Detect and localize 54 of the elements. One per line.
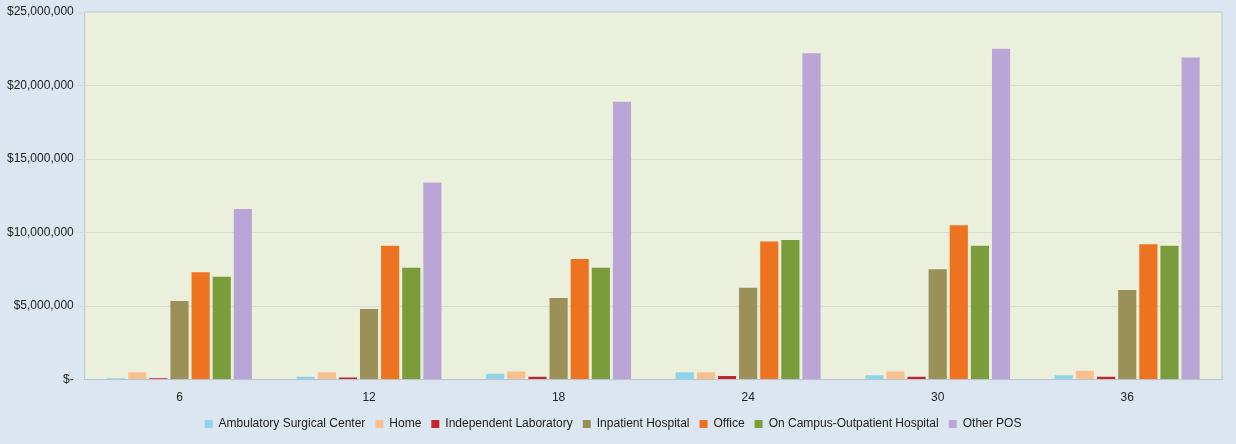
bar bbox=[886, 371, 905, 380]
x-tick-label: 6 bbox=[176, 390, 184, 405]
x-tick-label: 36 bbox=[1120, 390, 1135, 405]
legend-label: Home bbox=[389, 416, 422, 431]
bar bbox=[381, 245, 400, 380]
legend-label: Office bbox=[713, 416, 745, 431]
bar bbox=[781, 239, 800, 380]
bar bbox=[802, 53, 821, 380]
y-tick-label: $10,000,000 bbox=[7, 224, 75, 239]
bar bbox=[949, 225, 968, 380]
bar bbox=[1054, 375, 1073, 380]
bar bbox=[170, 300, 189, 380]
bar bbox=[191, 272, 210, 380]
legend-label: On Campus-Outpatient Hospital bbox=[768, 416, 939, 431]
bar bbox=[970, 245, 990, 380]
bar bbox=[591, 267, 610, 380]
bar bbox=[423, 182, 442, 380]
bar bbox=[760, 241, 779, 380]
bar bbox=[233, 209, 252, 380]
bar bbox=[865, 375, 884, 380]
x-tick-label: 30 bbox=[931, 390, 945, 405]
bar bbox=[928, 269, 947, 380]
x-tick-label: 12 bbox=[362, 390, 377, 405]
bar bbox=[612, 101, 632, 380]
bar bbox=[212, 276, 231, 380]
y-tick-label: $15,000,000 bbox=[7, 151, 75, 166]
bar bbox=[128, 372, 147, 380]
bar bbox=[317, 372, 336, 380]
bar bbox=[1181, 57, 1200, 380]
bar bbox=[1139, 244, 1158, 380]
bar bbox=[1118, 289, 1137, 380]
y-tick-label: $25,000,000 bbox=[7, 4, 75, 19]
bar bbox=[675, 372, 694, 380]
bar bbox=[1160, 245, 1179, 380]
x-tick-label: 18 bbox=[551, 390, 566, 405]
bar bbox=[717, 375, 737, 380]
bar bbox=[549, 297, 568, 380]
legend-label: Inpatient Hospital bbox=[596, 416, 690, 431]
y-tick-label: $- bbox=[63, 371, 74, 386]
bar bbox=[696, 372, 715, 380]
bar bbox=[570, 259, 589, 380]
x-tick-label: 24 bbox=[741, 390, 756, 405]
y-tick-label: $5,000,000 bbox=[13, 298, 75, 313]
y-tick-label: $20,000,000 bbox=[7, 77, 75, 92]
legend-label: Ambulatory Surgical Center bbox=[218, 416, 366, 431]
bar bbox=[991, 48, 1011, 380]
legend-label: Independent Laboratory bbox=[445, 416, 573, 431]
bar bbox=[486, 373, 505, 380]
bar bbox=[507, 371, 526, 380]
legend-label: Other POS bbox=[962, 416, 1022, 431]
bar bbox=[402, 267, 421, 380]
bar bbox=[1075, 370, 1095, 380]
bar bbox=[359, 309, 379, 380]
bar bbox=[739, 287, 758, 380]
